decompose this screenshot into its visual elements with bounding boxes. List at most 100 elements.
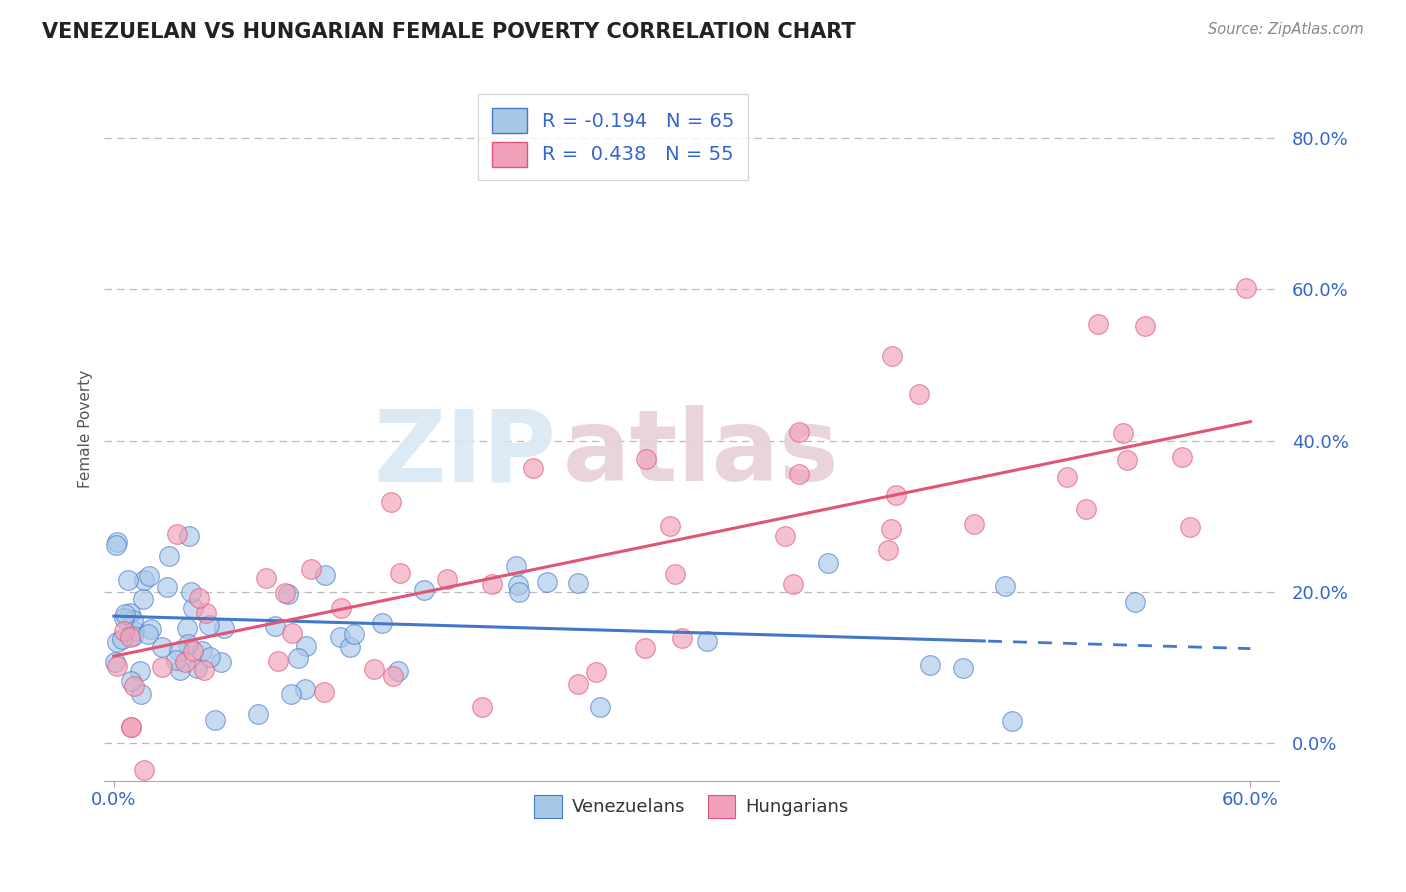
Point [536, 574, 558, 589]
Point [121, 613, 143, 627]
Text: atlas: atlas [562, 405, 839, 502]
Point [247, 706, 270, 721]
Point [387, 664, 409, 678]
Point [134, 573, 156, 587]
Point [105, 659, 128, 673]
Point [287, 650, 309, 665]
Point [1001, 714, 1024, 729]
Point [907, 386, 929, 401]
Point [436, 572, 458, 586]
Point [567, 576, 589, 591]
Point [773, 529, 796, 543]
Point [111, 632, 134, 646]
Text: VENEZUELAN VS HUNGARIAN FEMALE POVERTY CORRELATION CHART: VENEZUELAN VS HUNGARIAN FEMALE POVERTY C… [42, 22, 856, 42]
Y-axis label: Female Poverty: Female Poverty [79, 370, 93, 488]
Point [198, 650, 221, 665]
Point [193, 663, 215, 677]
Point [165, 653, 187, 667]
Point [505, 558, 527, 573]
Point [330, 601, 353, 615]
Point [120, 720, 142, 734]
Point [1135, 318, 1157, 333]
Point [880, 522, 903, 536]
Point [263, 619, 285, 633]
Point [339, 640, 361, 655]
Point [664, 566, 686, 581]
Point [1123, 595, 1146, 609]
Point [963, 516, 986, 531]
Point [994, 579, 1017, 593]
Point [280, 687, 302, 701]
Point [658, 519, 681, 533]
Point [105, 534, 128, 549]
Point [876, 543, 898, 558]
Point [117, 573, 139, 587]
Point [281, 626, 304, 640]
Point [120, 606, 142, 620]
Point [481, 577, 503, 591]
Point [139, 622, 162, 636]
Point [1116, 453, 1139, 467]
Point [634, 641, 657, 656]
Point [1056, 469, 1078, 483]
Point [634, 451, 657, 466]
Point [522, 460, 544, 475]
Point [1112, 425, 1135, 440]
Point [254, 571, 277, 585]
Point [671, 631, 693, 645]
Point [120, 673, 142, 688]
Point [169, 663, 191, 677]
Point [121, 630, 143, 644]
Point [343, 627, 366, 641]
Legend: Venezuelans, Hungarians: Venezuelans, Hungarians [527, 789, 856, 825]
Point [194, 606, 217, 620]
Point [120, 720, 142, 734]
Point [204, 713, 226, 727]
Point [329, 631, 352, 645]
Point [363, 662, 385, 676]
Point [588, 700, 610, 714]
Point [1180, 520, 1202, 534]
Point [132, 763, 155, 777]
Point [506, 578, 529, 592]
Point [104, 655, 127, 669]
Point [136, 627, 159, 641]
Point [952, 661, 974, 675]
Text: ZIP: ZIP [374, 405, 557, 502]
Point [274, 586, 297, 600]
Point [585, 665, 607, 679]
Point [112, 611, 135, 625]
Point [150, 660, 173, 674]
Point [156, 580, 179, 594]
Point [789, 467, 811, 481]
Point [314, 568, 336, 582]
Point [177, 529, 200, 543]
Text: Source: ZipAtlas.com: Source: ZipAtlas.com [1208, 22, 1364, 37]
Point [128, 665, 150, 679]
Point [181, 601, 204, 615]
Point [696, 634, 718, 648]
Point [166, 527, 188, 541]
Point [186, 661, 208, 675]
Point [299, 562, 322, 576]
Point [1171, 450, 1194, 464]
Point [157, 549, 180, 563]
Point [381, 669, 404, 683]
Point [129, 687, 152, 701]
Point [312, 685, 335, 699]
Point [174, 655, 197, 669]
Point [388, 566, 411, 581]
Point [187, 591, 209, 605]
Point [132, 591, 155, 606]
Point [294, 640, 316, 654]
Point [181, 644, 204, 658]
Point [920, 657, 942, 672]
Point [122, 624, 145, 639]
Point [177, 637, 200, 651]
Point [150, 640, 173, 654]
Point [267, 654, 290, 668]
Point [118, 630, 141, 644]
Point [176, 621, 198, 635]
Point [197, 618, 219, 632]
Point [817, 556, 839, 570]
